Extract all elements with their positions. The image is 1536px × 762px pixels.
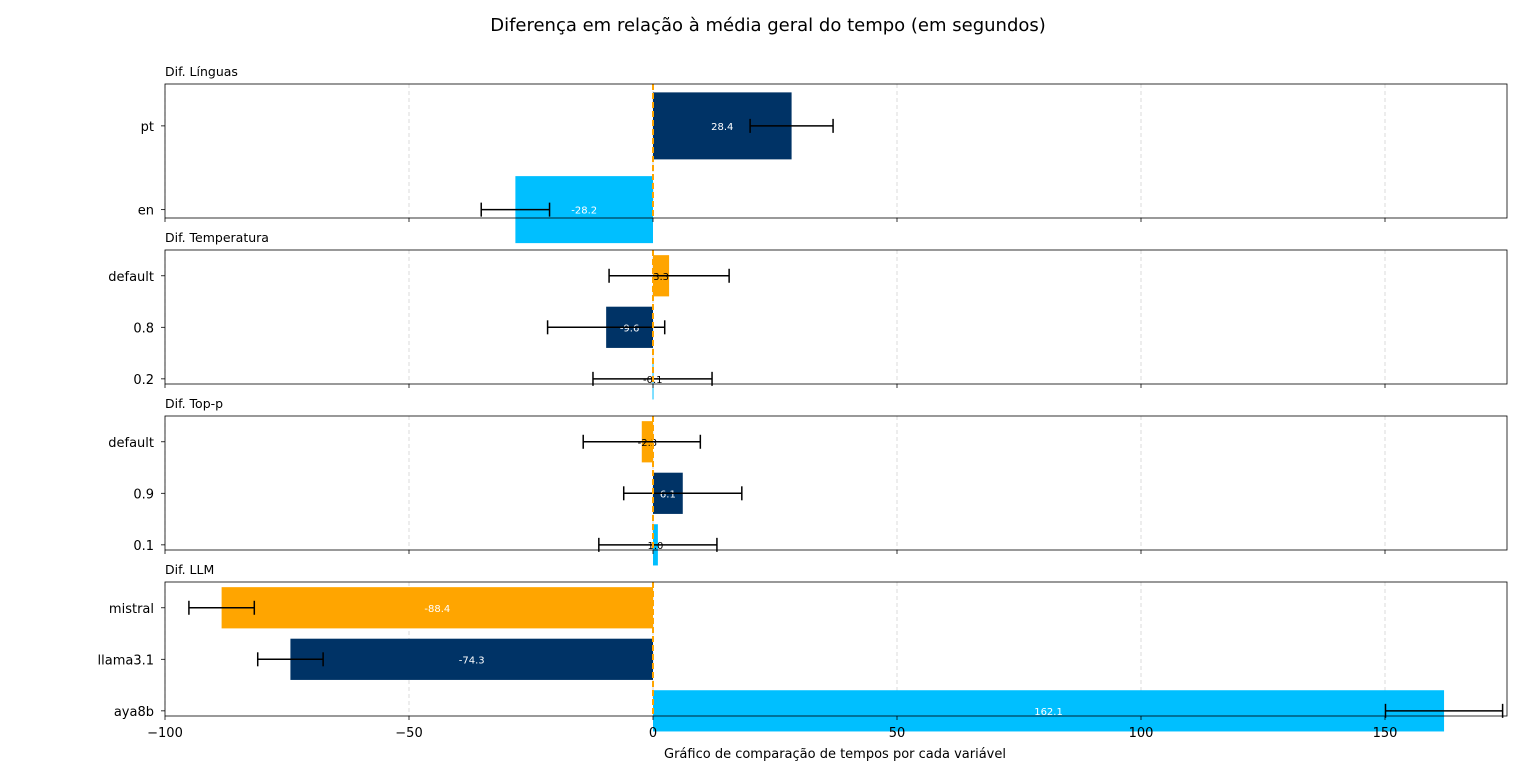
bar-value-label: -9.6 — [620, 323, 640, 334]
x-tick-label: 100 — [1129, 726, 1154, 741]
error-bar — [582, 434, 702, 449]
error-bar — [749, 118, 834, 133]
error-bar — [608, 268, 730, 283]
panel: Dif. Top-p default -2.3 0.9 6.1 0.1 1.0 — [108, 396, 1508, 566]
x-axis: −100 −50 0 50 100 150 — [147, 726, 1397, 741]
x-axis-label: Gráfico de comparação de tempos por cada… — [664, 747, 1006, 762]
x-tick-label: 150 — [1373, 726, 1398, 741]
x-tick-label: 50 — [889, 726, 906, 741]
y-tick-label: pt — [141, 120, 154, 135]
y-tick-label: mistral — [109, 602, 154, 617]
bar-value-label: 28.4 — [711, 122, 733, 133]
y-tick-label: default — [108, 270, 154, 285]
panel-frame — [164, 581, 1508, 717]
y-tick-label: 0.8 — [133, 321, 154, 336]
bar-value-label: -88.4 — [424, 604, 450, 615]
panel-frame — [164, 83, 1508, 219]
x-tick-label: 0 — [649, 726, 657, 741]
error-bar — [188, 600, 256, 615]
y-tick-label: default — [108, 436, 154, 451]
panel-title: Dif. Top-p — [165, 396, 223, 411]
y-tick-label: 0.1 — [133, 539, 154, 554]
y-tick-label: aya8b — [114, 705, 154, 720]
panel-title: Dif. Línguas — [165, 64, 238, 79]
error-bar — [256, 652, 324, 667]
bar-value-label: -28.2 — [571, 206, 597, 217]
panel: Dif. Línguas pt 28.4 en -28.2 — [138, 64, 1508, 244]
y-tick-label: llama3.1 — [98, 653, 155, 668]
y-tick-label: en — [138, 204, 154, 219]
panel-frame — [164, 249, 1508, 385]
panel: Dif. LLM mistral -88.4 llama3.1 -74.3 aya8b 16… — [98, 562, 1508, 732]
chart-panels: Dif. Línguas pt 28.4 en -28.2 Dif. Temperatur… — [98, 64, 1508, 732]
panel-title: Dif. Temperatura — [165, 230, 269, 245]
y-tick-label: 0.9 — [133, 487, 154, 502]
x-tick-label: −100 — [147, 726, 183, 741]
error-bar — [546, 320, 666, 335]
bar-value-label: 6.1 — [660, 489, 676, 500]
error-bar — [598, 537, 718, 552]
bar-value-label: 3.3 — [653, 272, 669, 283]
chart-title: Diferença em relação à média geral do te… — [490, 15, 1046, 36]
error-bar — [480, 202, 551, 217]
bar — [221, 587, 653, 629]
error-bar — [1384, 703, 1504, 718]
bar-value-label: 1.0 — [647, 541, 663, 552]
y-tick-label: 0.2 — [133, 373, 154, 388]
x-tick-label: −50 — [395, 726, 422, 741]
bar-value-label: -74.3 — [459, 655, 485, 666]
bar-value-label: -2.3 — [638, 438, 658, 449]
error-bar — [622, 486, 743, 501]
bar — [653, 690, 1445, 732]
bar — [290, 638, 653, 680]
panel-title: Dif. LLM — [165, 562, 214, 577]
bar-value-label: 162.1 — [1034, 707, 1063, 718]
panel-frame — [164, 415, 1508, 551]
